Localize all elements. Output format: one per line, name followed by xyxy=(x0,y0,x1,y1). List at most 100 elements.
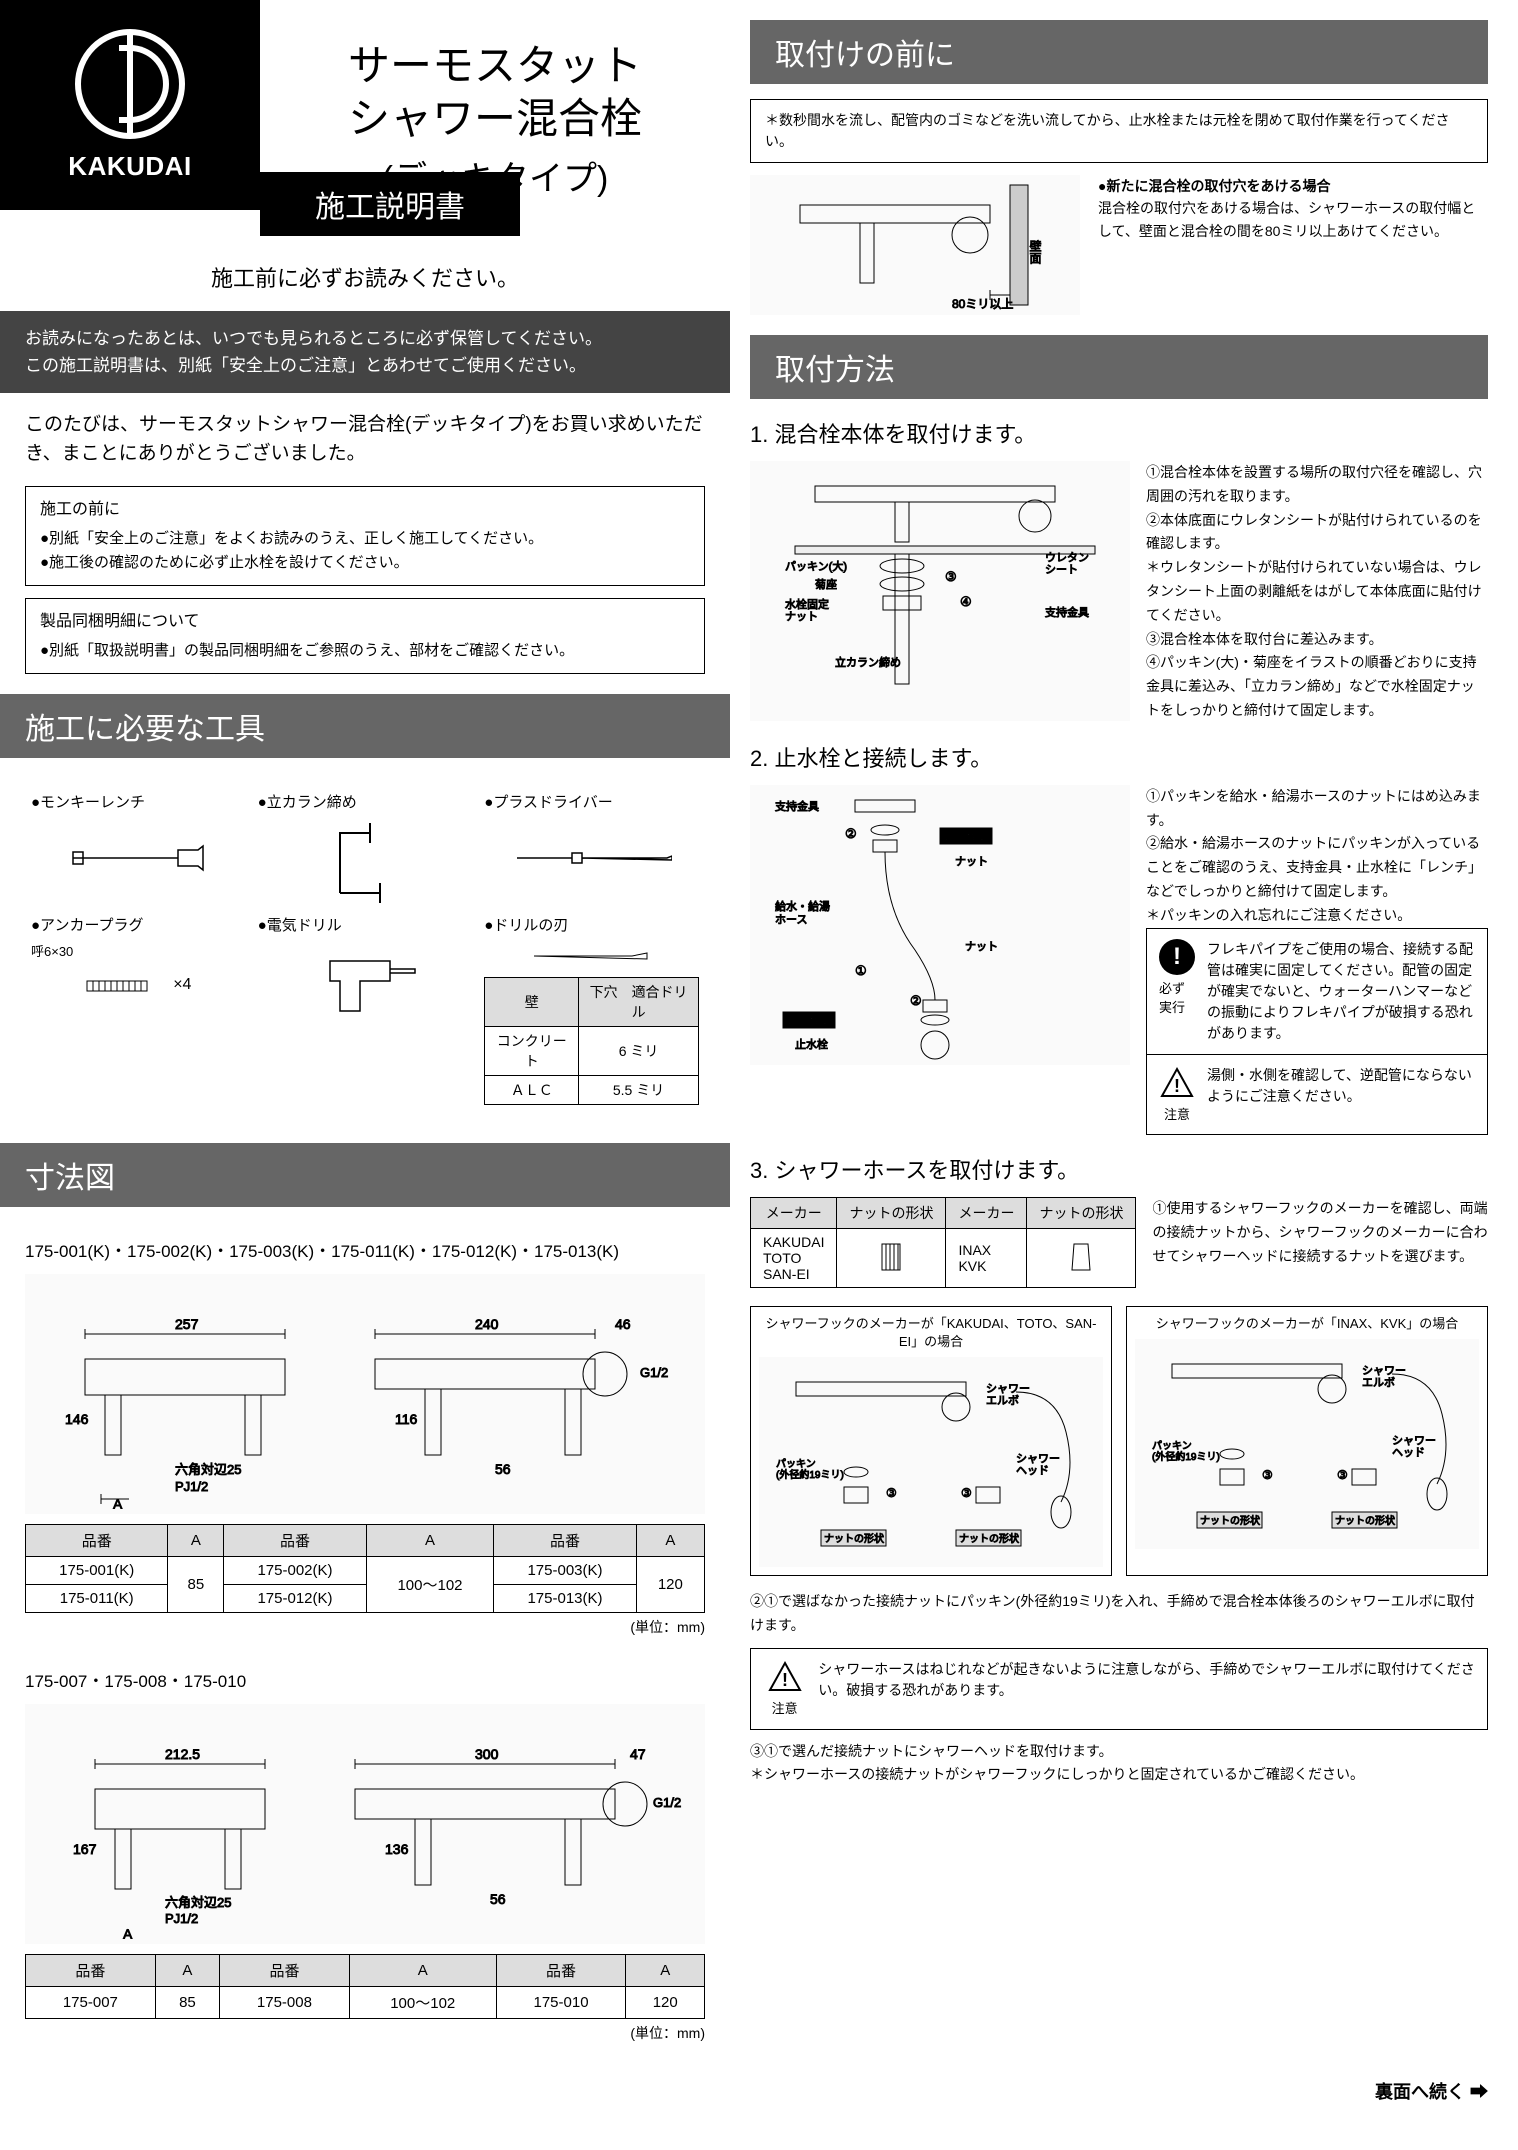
step-2-warning-1-text: フレキパイプをご使用の場合、接続する配管は確実に固定してください。配管の固定が確… xyxy=(1207,939,1475,1044)
step-2-title: 2. 止水栓と接続します。 xyxy=(750,741,1488,773)
tool-monkey-wrench: ●モンキーレンチ xyxy=(25,783,252,906)
svg-text:(外径約19ミリ): (外径約19ミリ) xyxy=(776,1468,844,1481)
dim-figure-1: 257 六角対辺25 PJ1/2 A 146 240 46 G1/2 xyxy=(25,1274,705,1514)
step-3-text-2: ②①で選ばなかった接続ナットにパッキン(外径約19ミリ)を入れ、手締めで混合栓本… xyxy=(750,1590,1488,1638)
flush-notice: ＊数秒間水を流し、配管内のゴミなどを洗い流してから、止水栓または元栓を閉めて取付… xyxy=(750,99,1488,163)
step-2-warning-caution: ! 注意 湯側・水側を確認して、逆配管にならないようにご注意ください。 xyxy=(1146,1055,1488,1136)
unit-note-1: (単位：mm) xyxy=(25,1617,705,1637)
dim-group-1: 175-001(K)・175-002(K)・175-003(K)・175-011… xyxy=(0,1222,730,1652)
install-method-header: 取付方法 xyxy=(750,335,1488,399)
step-2-warning-mandatory: ! 必ず実行 フレキパイプをご使用の場合、接続する配管は確実に固定してください。… xyxy=(1146,928,1488,1055)
svg-text:ウレタン: ウレタン xyxy=(1045,551,1089,564)
wall-clearance-figure: 80ミリ以上 壁面 xyxy=(750,175,1080,315)
pre-install-title: 施工の前に xyxy=(40,497,690,523)
svg-text:支持金具: 支持金具 xyxy=(1045,605,1089,619)
svg-text:シャワー: シャワー xyxy=(1016,1453,1060,1465)
tool-screwdriver: ●プラスドライバー xyxy=(478,783,705,906)
caution-icon: ! xyxy=(1159,1065,1195,1101)
svg-text:エルボ: エルボ xyxy=(1362,1376,1395,1389)
svg-text:パッキン: パッキン xyxy=(776,1458,816,1470)
svg-text:六角対辺25: 六角対辺25 xyxy=(175,1462,241,1477)
svg-text:②: ② xyxy=(910,993,922,1008)
svg-text:ナットの形状: ナットの形状 xyxy=(1200,1514,1260,1527)
svg-text:パッキン(大): パッキン(大) xyxy=(785,559,847,573)
step-3-text-1: ①使用するシャワーフックのメーカーを確認し、両端の接続ナットから、シャワーフック… xyxy=(1152,1197,1488,1296)
pre-install-line-2: ●施工後の確認のために必ず止水栓を設けてください。 xyxy=(40,551,690,575)
pre-install-box: 施工の前に ●別紙「安全上のご注意」をよくお読みのうえ、正しく施工してください。… xyxy=(25,486,705,586)
tool-basin-wrench: ●立カラン締め xyxy=(252,783,479,906)
svg-text:146: 146 xyxy=(65,1411,89,1427)
svg-text:シャワー: シャワー xyxy=(986,1383,1030,1395)
svg-text:③: ③ xyxy=(886,1486,897,1500)
svg-text:G1/2: G1/2 xyxy=(640,1365,668,1380)
svg-text:ヘッド: ヘッド xyxy=(1392,1447,1425,1459)
step-1-text-3: ③混合栓本体を取付台に差込みます。 xyxy=(1146,628,1488,652)
svg-text:立カラン締め: 立カラン締め xyxy=(835,655,901,669)
svg-text:③: ③ xyxy=(1262,1468,1273,1482)
step-2-warning-2-text: 湯側・水側を確認して、逆配管にならないようにご注意ください。 xyxy=(1207,1065,1475,1107)
screwdriver-icon xyxy=(512,843,672,873)
step-3-warning-text: シャワーホースはねじれなどが起きないように注意しながら、手締めでシャワーエルボに… xyxy=(818,1659,1475,1701)
step-2-block: 支持金具 パッキン ナット 給水・給湯 ホース ナット パッキン 止水栓 ② xyxy=(750,785,1488,1135)
svg-text:212.5: 212.5 xyxy=(165,1746,200,1762)
svg-text:167: 167 xyxy=(73,1841,97,1857)
step-1-block: パッキン(大) 菊座 水栓固定 ナット ウレタン シート 支持金具 立カラン締め… xyxy=(750,461,1488,723)
svg-text:壁面: 壁面 xyxy=(1028,239,1042,264)
svg-text:G1/2: G1/2 xyxy=(653,1795,681,1810)
svg-text:②: ② xyxy=(845,826,857,841)
drill-icon xyxy=(310,941,420,1021)
svg-text:支持金具: 支持金具 xyxy=(775,799,819,813)
svg-text:③: ③ xyxy=(961,1486,972,1500)
title-line-2: シャワー混合栓 xyxy=(270,93,720,146)
svg-text:給水・給湯: 給水・給湯 xyxy=(775,899,830,913)
svg-text:116: 116 xyxy=(395,1411,418,1427)
parts-list-box: 製品同梱明細について ●別紙「取扱説明書」の製品同梱明細をご参照のうえ、部材をご… xyxy=(25,598,705,674)
product-title-block: サーモスタット シャワー混合栓 (デッキタイプ) xyxy=(260,0,730,210)
svg-text:257: 257 xyxy=(175,1316,199,1332)
tool-drill: ●電気ドリル xyxy=(252,906,479,1113)
svg-text:ナット: ナット xyxy=(955,855,988,868)
caution-icon: ! xyxy=(767,1659,803,1695)
svg-text:パッキン: パッキン xyxy=(1152,1440,1192,1452)
title-line-1: サーモスタット xyxy=(270,40,720,93)
thanks-text: このたびは、サーモスタットシャワー混合栓(デッキタイプ)をお買い求めいただき、ま… xyxy=(0,393,730,486)
svg-text:A: A xyxy=(123,1926,133,1939)
keep-notice-2: この施工説明書は、別紙「安全上のご注意」とあわせてご使用ください。 xyxy=(25,352,705,379)
brand-logo-icon xyxy=(75,29,185,139)
svg-text:PJ1/2: PJ1/2 xyxy=(175,1479,208,1494)
step-3-title: 3. シャワーホースを取付けます。 xyxy=(750,1153,1488,1185)
wrench-icon xyxy=(68,838,208,878)
step-1-figure: パッキン(大) 菊座 水栓固定 ナット ウレタン シート 支持金具 立カラン締め… xyxy=(750,461,1130,721)
tool-anchor-plug: ●アンカープラグ 呼6×30 ×4 xyxy=(25,906,252,1113)
hose-diagram-kakudai: シャワーフックのメーカーが「KAKUDAI、TOTO、SAN-EI」の場合 シャ… xyxy=(750,1306,1112,1576)
svg-text:止水栓: 止水栓 xyxy=(795,1037,828,1051)
step-2-text-2b: ＊パッキンの入れ忘れにご注意ください。 xyxy=(1146,904,1488,928)
parts-list-title: 製品同梱明細について xyxy=(40,609,690,635)
drill-bit-icon xyxy=(532,949,652,963)
mandatory-icon: ! xyxy=(1159,939,1195,975)
hose-diagram-inax: シャワーフックのメーカーが「INAX、KVK」の場合 シャワー エルボ シャワー… xyxy=(1126,1306,1488,1576)
dimensions-header: 寸法図 xyxy=(0,1143,730,1207)
step-1-text-2b: ＊ウレタンシートが貼付けられていない場合は、ウレタンシート上面の剥離紙をはがして… xyxy=(1146,556,1488,627)
svg-text:④: ④ xyxy=(960,594,972,609)
parts-list-line-1: ●別紙「取扱説明書」の製品同梱明細をご参照のうえ、部材をご確認ください。 xyxy=(40,639,690,663)
step-1-text-2: ②本体底面にウレタンシートが貼付けられているのを確認します。 xyxy=(1146,509,1488,557)
svg-text:パッキン: パッキン xyxy=(945,830,989,843)
step-2-figure: 支持金具 パッキン ナット 給水・給湯 ホース ナット パッキン 止水栓 ② xyxy=(750,785,1130,1065)
svg-text:ナット: ナット xyxy=(785,610,818,623)
svg-text:菊座: 菊座 xyxy=(815,577,837,591)
brand-name: KAKUDAI xyxy=(68,151,191,182)
svg-text:46: 46 xyxy=(615,1316,631,1332)
svg-text:シート: シート xyxy=(1045,564,1078,576)
dim-table-2: 品番A品番A品番A 175-00785175-008100～102175-010… xyxy=(25,1954,705,2019)
wall-clearance-title: ●新たに混合栓の取付穴をあける場合 xyxy=(1098,175,1488,197)
dim-group-2-models: 175-007・175-008・175-010 xyxy=(25,1667,705,1692)
dim-group-2: 175-007・175-008・175-010 212.5 167 六角対辺25… xyxy=(0,1652,730,2058)
step-2-text-2: ②給水・給湯ホースのナットにパッキンが入っていることをご確認のうえ、支持金具・止… xyxy=(1146,832,1488,903)
tool-drill-bit: ●ドリルの刃 壁下穴 適合ドリル コンクリート6 ミリ ＡＬＣ5.5 ミリ xyxy=(478,906,705,1113)
tools-grid: ●モンキーレンチ ●立カラン締め ●プラスドライバー ●アンカープラグ 呼6×3… xyxy=(0,773,730,1123)
step-1-text-1: ①混合栓本体を設置する場所の取付穴径を確認し、穴周囲の汚れを取ります。 xyxy=(1146,461,1488,509)
hose-diagram-row: シャワーフックのメーカーが「KAKUDAI、TOTO、SAN-EI」の場合 シャ… xyxy=(750,1306,1488,1576)
svg-text:シャワー: シャワー xyxy=(1392,1435,1436,1447)
svg-text:A: A xyxy=(113,1496,123,1509)
